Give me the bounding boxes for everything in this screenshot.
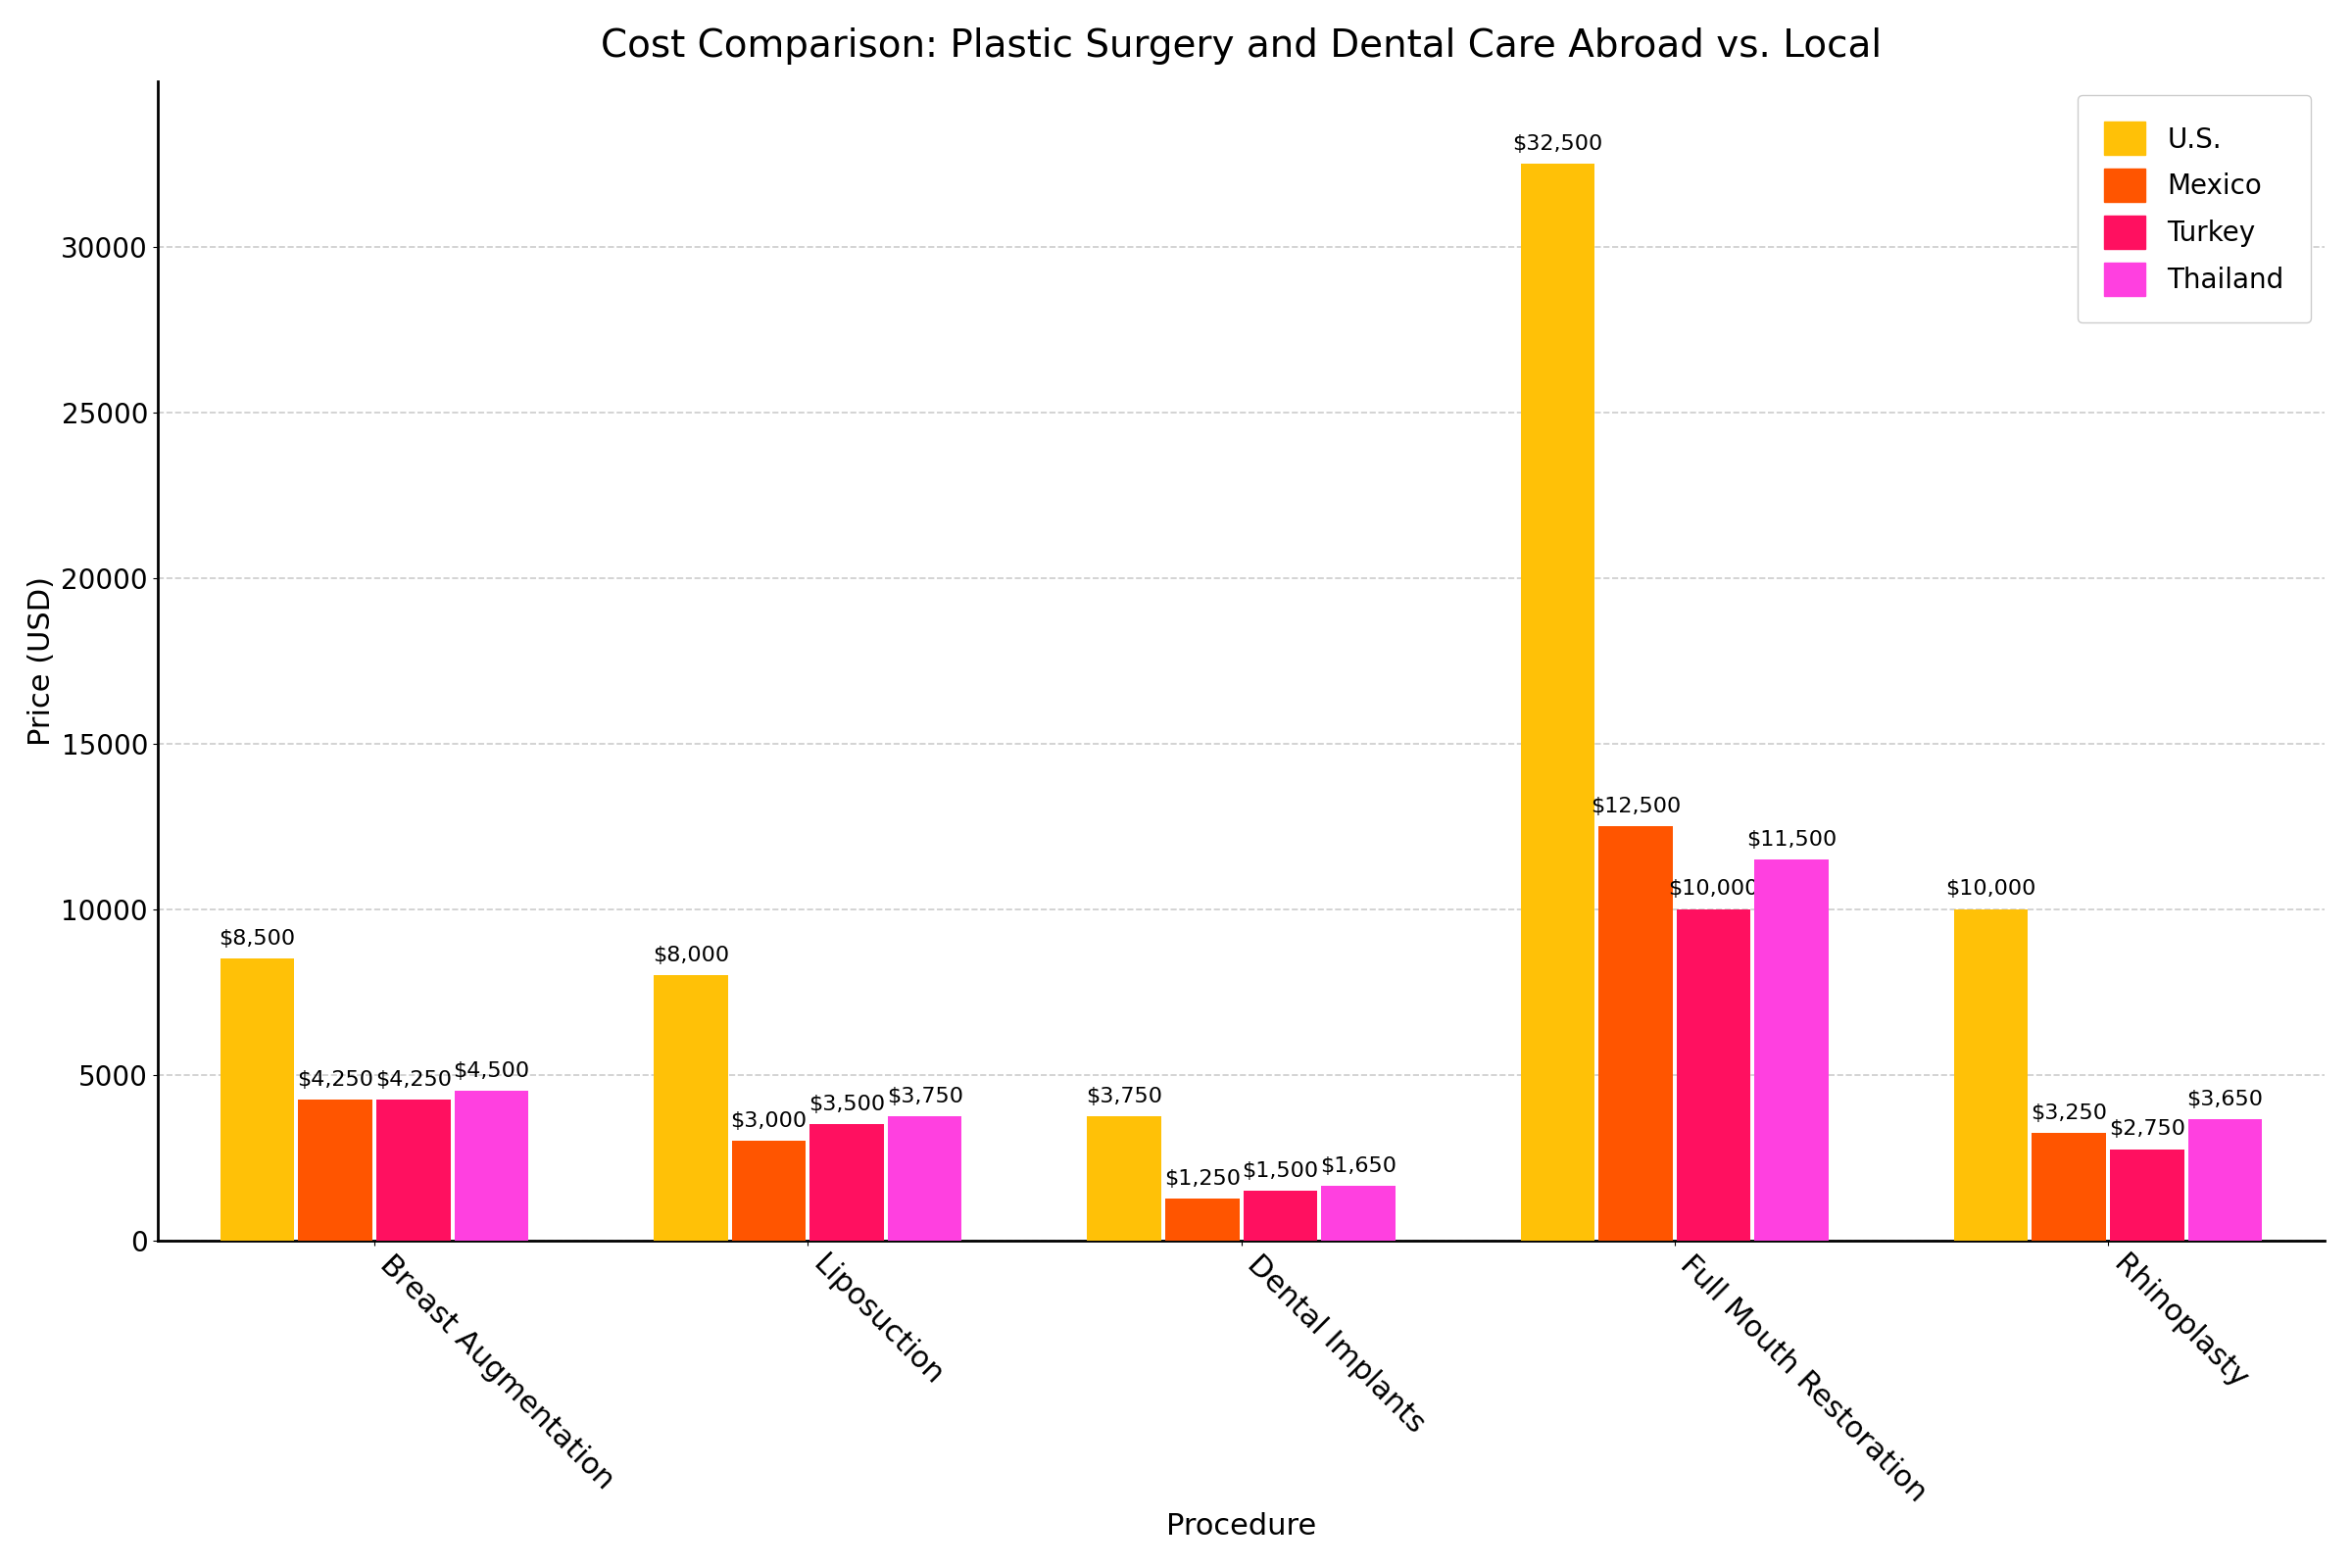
- Y-axis label: Price (USD): Price (USD): [28, 575, 56, 745]
- Text: $3,750: $3,750: [887, 1087, 962, 1105]
- Text: $32,500: $32,500: [1512, 135, 1602, 154]
- Text: $4,250: $4,250: [374, 1069, 452, 1090]
- Bar: [1599, 826, 1672, 1240]
- Bar: [221, 958, 294, 1240]
- Text: $4,500: $4,500: [454, 1062, 529, 1082]
- Bar: [887, 1116, 962, 1240]
- Bar: [809, 1124, 884, 1240]
- Text: $3,000: $3,000: [731, 1112, 807, 1131]
- Text: $3,650: $3,650: [2187, 1090, 2263, 1110]
- Legend: U.S., Mexico, Turkey, Thailand: U.S., Mexico, Turkey, Thailand: [2077, 94, 2312, 323]
- Text: $3,500: $3,500: [809, 1094, 884, 1115]
- Bar: [731, 1142, 807, 1240]
- Bar: [299, 1099, 372, 1240]
- Text: $10,000: $10,000: [1668, 880, 1759, 898]
- Bar: [1755, 859, 1830, 1240]
- Bar: [2032, 1132, 2105, 1240]
- Bar: [1677, 909, 1750, 1240]
- Bar: [1519, 165, 1595, 1240]
- Text: $8,500: $8,500: [219, 930, 296, 949]
- X-axis label: Procedure: Procedure: [1167, 1513, 1317, 1541]
- Text: $8,000: $8,000: [652, 946, 729, 966]
- Bar: [1087, 1116, 1162, 1240]
- Text: $10,000: $10,000: [1945, 880, 2037, 898]
- Text: $1,500: $1,500: [1242, 1160, 1319, 1181]
- Text: $12,500: $12,500: [1590, 797, 1682, 817]
- Bar: [376, 1099, 449, 1240]
- Bar: [2110, 1149, 2185, 1240]
- Bar: [1955, 909, 2027, 1240]
- Title: Cost Comparison: Plastic Surgery and Dental Care Abroad vs. Local: Cost Comparison: Plastic Surgery and Den…: [600, 27, 1882, 64]
- Text: $3,250: $3,250: [2030, 1102, 2107, 1123]
- Text: $4,250: $4,250: [296, 1069, 374, 1090]
- Text: $1,250: $1,250: [1164, 1170, 1240, 1189]
- Bar: [1164, 1200, 1240, 1240]
- Text: $1,650: $1,650: [1319, 1156, 1397, 1176]
- Text: $2,750: $2,750: [2110, 1120, 2185, 1140]
- Text: $3,750: $3,750: [1087, 1087, 1162, 1105]
- Bar: [1322, 1185, 1395, 1240]
- Text: $11,500: $11,500: [1748, 829, 1837, 850]
- Bar: [454, 1091, 529, 1240]
- Bar: [2187, 1120, 2263, 1240]
- Bar: [1244, 1190, 1317, 1240]
- Bar: [654, 975, 727, 1240]
